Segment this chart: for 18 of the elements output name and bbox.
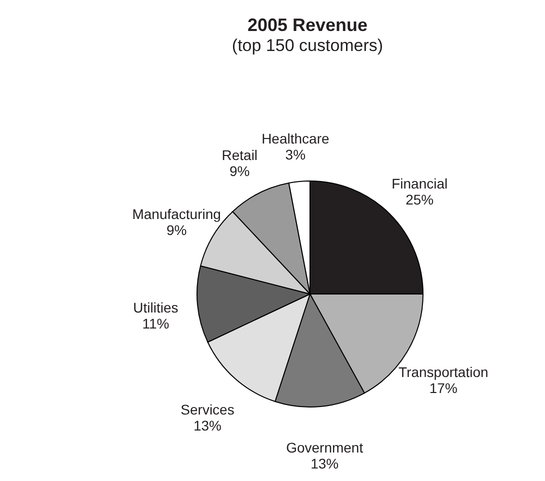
chart-title: 2005 Revenue <box>247 15 368 35</box>
slice-label: Financial <box>392 175 448 192</box>
data-label: 25% <box>406 191 434 208</box>
slice-label: Manufacturing <box>132 206 221 222</box>
data-label: 13% <box>193 417 222 434</box>
data-label: 13% <box>310 455 339 472</box>
chart-subtitle: (top 150 customers) <box>232 36 384 55</box>
data-label: 17% <box>429 380 458 396</box>
slice-label: Utilities <box>133 300 178 316</box>
slice-label: Healthcare <box>262 130 330 147</box>
slice-label: Retail <box>222 146 258 163</box>
slice-label: Government <box>286 439 364 456</box>
slice-label: Transportation <box>398 364 488 380</box>
data-label: 9% <box>166 222 187 238</box>
data-label: 9% <box>230 162 250 179</box>
data-label: 3% <box>285 146 306 163</box>
data-label: 11% <box>142 316 170 332</box>
slice-label: Services <box>180 401 234 418</box>
